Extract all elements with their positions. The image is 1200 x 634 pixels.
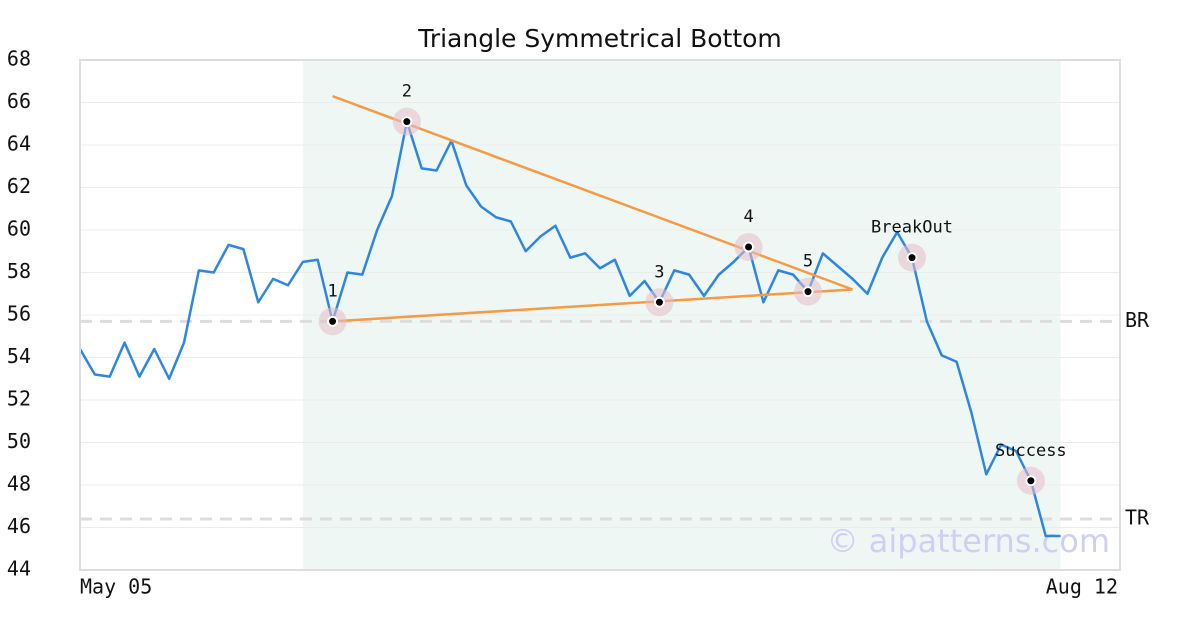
y-tick-label: 52 <box>7 387 31 411</box>
point-label: BreakOut <box>871 218 953 238</box>
y-tick-label: 48 <box>7 472 31 496</box>
plot-frame <box>79 59 1121 571</box>
point-label: Success <box>995 441 1067 461</box>
trend-line <box>332 94 854 291</box>
chart-title: Triangle Symmetrical Bottom <box>417 24 782 53</box>
point-marker <box>802 286 814 298</box>
point-marker <box>906 252 918 264</box>
y-tick-label: 46 <box>7 514 31 538</box>
y-tick-label: 44 <box>7 557 31 581</box>
y-tick-label: 60 <box>7 217 31 241</box>
point-label: 5 <box>803 252 813 272</box>
point-marker <box>653 296 665 308</box>
watermark: © aipatterns.com <box>827 522 1110 560</box>
price-line <box>78 120 1061 538</box>
y-tick-label: 58 <box>7 259 31 283</box>
x-tick-label: Aug 12 <box>1046 575 1118 599</box>
trend-line <box>332 288 853 323</box>
point-label: 1 <box>327 281 337 301</box>
level-label: TR <box>1125 506 1150 530</box>
y-tick-label: 50 <box>7 429 31 453</box>
y-tick-label: 64 <box>7 132 31 156</box>
y-tick-label: 66 <box>7 89 31 113</box>
point-marker <box>327 315 339 327</box>
point-label: 2 <box>402 82 412 102</box>
point-marker <box>743 241 755 253</box>
point-label: 4 <box>743 207 753 227</box>
y-tick-label: 62 <box>7 174 31 198</box>
y-tick-label: 56 <box>7 302 31 326</box>
level-label: BR <box>1125 308 1150 332</box>
y-tick-label: 68 <box>7 47 31 71</box>
point-marker <box>1025 475 1037 487</box>
x-tick-label: May 05 <box>80 575 152 599</box>
point-marker <box>401 116 413 128</box>
y-tick-label: 54 <box>7 344 31 368</box>
point-label: 3 <box>654 262 664 282</box>
